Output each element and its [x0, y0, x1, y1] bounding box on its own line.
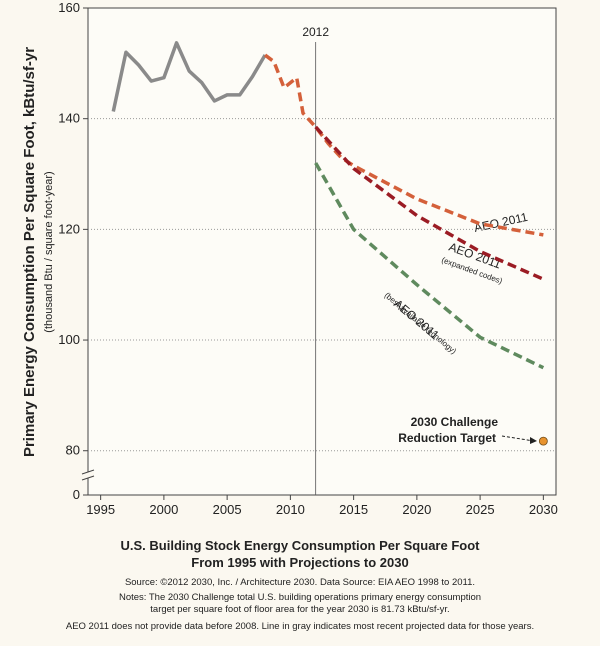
annotation-arrowhead — [530, 437, 537, 444]
annotation: 2030 Challenge — [411, 415, 499, 429]
x-tick-label: 2015 — [339, 502, 368, 517]
x-tick-label: 1995 — [86, 502, 115, 517]
caption: U.S. Building Stock Energy Consumption P… — [121, 538, 481, 553]
y-tick-label: 160 — [58, 0, 80, 15]
series-line — [264, 53, 544, 237]
plot-area — [87, 7, 557, 496]
x-tick-label: 2025 — [466, 502, 495, 517]
note: target per square foot of floor area for… — [150, 604, 449, 615]
axis-break-gap — [82, 472, 94, 478]
axis-break — [81, 469, 95, 475]
y-tick-label: 80 — [66, 443, 80, 458]
x-tick-label: 2005 — [213, 502, 242, 517]
note: Source: ©2012 2030, Inc. / Architecture … — [125, 577, 475, 588]
axis-break — [81, 475, 95, 481]
y-tick-label: 100 — [58, 332, 80, 347]
x-tick-label: 2020 — [402, 502, 431, 517]
x-tick-label: 2030 — [529, 502, 558, 517]
note: AEO 2011 does not provide data before 20… — [66, 621, 534, 632]
y-tick-label: 120 — [58, 221, 80, 236]
x-tick-label: 2000 — [149, 502, 178, 517]
x-tick-label: 2010 — [276, 502, 305, 517]
caption: From 1995 with Projections to 2030 — [191, 555, 408, 570]
y-axis-label: Primary Energy Consumption Per Square Fo… — [21, 47, 38, 457]
annotation-arrow — [501, 435, 535, 442]
target-point — [538, 436, 548, 446]
series-line — [314, 125, 545, 281]
reference-label: 2012 — [302, 25, 329, 39]
series-line — [111, 41, 267, 112]
series-line — [314, 162, 545, 370]
annotation: Reduction Target — [398, 431, 496, 445]
y-axis-sublabel: (thousand Btu / square foot-year) — [43, 171, 55, 332]
y-tick-label: 0 — [73, 487, 80, 502]
note: Notes: The 2030 Challenge total U.S. bui… — [119, 592, 481, 603]
y-tick-label: 140 — [58, 111, 80, 126]
